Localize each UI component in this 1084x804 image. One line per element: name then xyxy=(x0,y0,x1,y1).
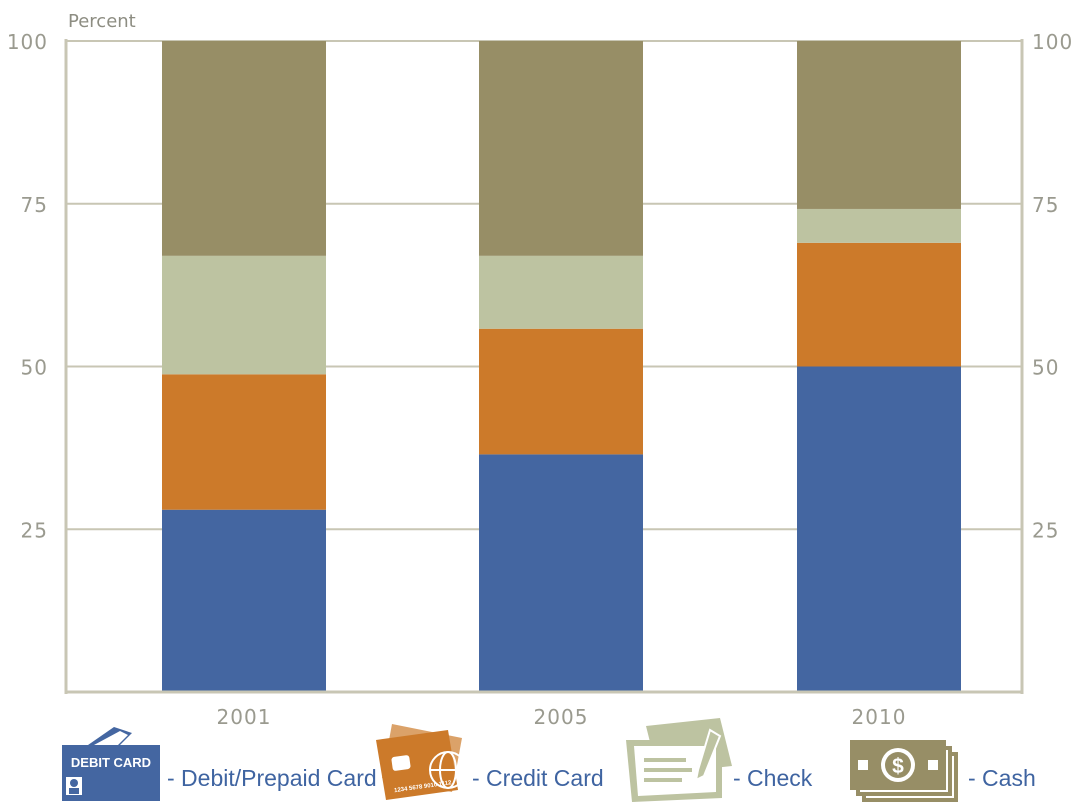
bar-2005-series-1 xyxy=(479,328,643,455)
cash-dollar-sign: $ xyxy=(892,755,904,778)
y-tick-left-50: 50 xyxy=(21,356,48,380)
y-tick-right-75: 75 xyxy=(1032,193,1059,217)
x-tick-2005: 2005 xyxy=(534,705,589,729)
legend: DEBIT CARD - Debit/Prepaid Card 1234 567… xyxy=(62,718,1036,802)
bar-2001-series-3 xyxy=(162,41,326,256)
bar-2001-series-0 xyxy=(162,509,326,692)
cash-icon: $ xyxy=(850,740,958,802)
bar-2005-series-0 xyxy=(479,454,643,692)
bar-2010-series-0 xyxy=(797,366,961,692)
y-tick-right-25: 25 xyxy=(1032,518,1059,542)
chart-frame xyxy=(64,39,1024,694)
bar-2010-series-2 xyxy=(797,208,961,243)
bar-2010-series-1 xyxy=(797,242,961,367)
y-tick-right-100: 100 xyxy=(1032,30,1073,54)
x-tick-2001: 2001 xyxy=(217,705,272,729)
legend-label-check: - Check xyxy=(733,765,813,791)
y-tick-left-100: 100 xyxy=(7,30,48,54)
y-tick-left-75: 75 xyxy=(21,193,48,217)
y-tick-left-25: 25 xyxy=(21,518,48,542)
legend-label-cash: - Cash xyxy=(968,765,1036,791)
bars xyxy=(162,41,961,692)
x-tick-labels: 2001 2005 2010 xyxy=(217,705,907,729)
bar-2001-series-2 xyxy=(162,255,326,375)
bar-2001-series-1 xyxy=(162,374,326,510)
y-axis-label: Percent xyxy=(68,11,136,32)
credit-card-icon: 1234 5678 9010 1112 xyxy=(376,724,467,800)
debit-card-icon: DEBIT CARD xyxy=(62,727,160,801)
bar-2005-series-3 xyxy=(479,41,643,256)
legend-label-credit: - Credit Card xyxy=(472,765,604,791)
bar-2005-series-2 xyxy=(479,255,643,329)
bar-2010-series-3 xyxy=(797,41,961,209)
legend-label-debit: - Debit/Prepaid Card xyxy=(167,765,377,791)
y-tick-labels: 25 25 50 50 75 75 100 100 xyxy=(7,30,1073,542)
x-tick-2010: 2010 xyxy=(852,705,907,729)
y-tick-right-50: 50 xyxy=(1032,356,1059,380)
debit-card-icon-text: DEBIT CARD xyxy=(71,755,151,770)
check-icon xyxy=(626,718,732,802)
